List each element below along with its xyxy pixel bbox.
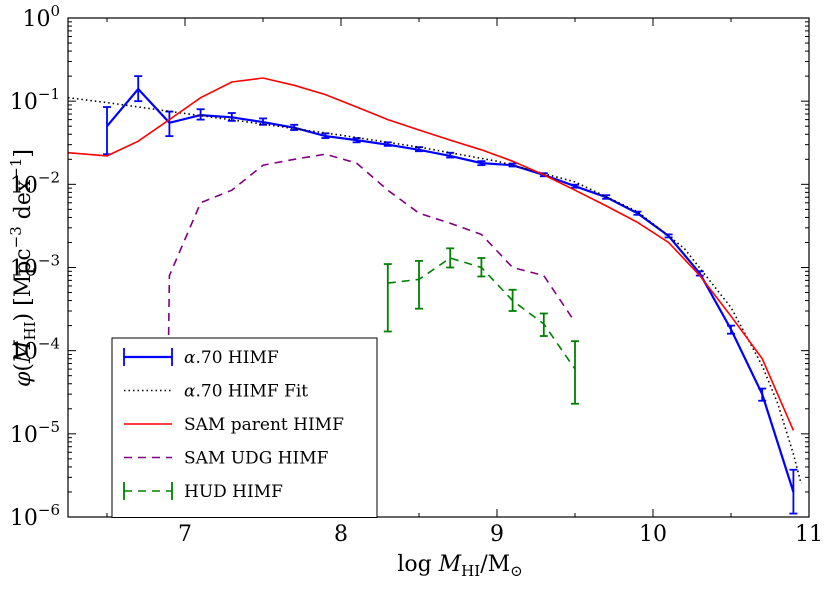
y-axis-title: φ(MHI) [Mpc−3 dex−1] <box>7 149 39 387</box>
series-4 <box>383 247 579 405</box>
series-line <box>68 77 795 431</box>
x-axis-title: log MHI/M⊙ <box>397 552 522 580</box>
series-1 <box>68 96 802 485</box>
legend-box <box>111 337 378 518</box>
y-tick-label: 10−2 <box>10 168 60 198</box>
series-0 <box>103 75 798 515</box>
y-tick-label: 100 <box>22 2 60 32</box>
legend-label: α.70 HIMF <box>184 348 279 368</box>
x-tick-label: 8 <box>334 522 348 547</box>
x-tick-label: 11 <box>795 522 823 547</box>
series-line <box>68 96 802 485</box>
y-tick-label: 10−5 <box>10 418 60 448</box>
series-layer <box>68 75 802 517</box>
y-tick-label: 10−6 <box>10 501 60 531</box>
legend-label: α.70 HIMF Fit <box>184 382 308 402</box>
x-tick-label: 10 <box>639 522 667 547</box>
y-tick-label: 10−3 <box>10 252 60 282</box>
legend: α.70 HIMF α.70 HIMF Fit SAM parent HIMF SAM… <box>111 337 378 518</box>
series-3 <box>165 153 576 517</box>
legend-label: HUD HIMF <box>184 482 283 502</box>
legend-label: SAM parent HIMF <box>184 415 344 435</box>
y-tick-label: 10−4 <box>10 335 60 365</box>
x-tick-label: 7 <box>178 522 192 547</box>
y-tick-label: 10−1 <box>10 85 60 115</box>
tick-labels: 7 8 9 10 11 10−6 10−5 10−4 10−3 10−2 10−1 100 <box>10 2 823 547</box>
legend-label: SAM UDG HIMF <box>184 449 329 469</box>
plot-frame <box>67 17 810 518</box>
series-2 <box>68 77 795 431</box>
series-line <box>165 153 576 517</box>
x-tick-label: 9 <box>490 522 504 547</box>
